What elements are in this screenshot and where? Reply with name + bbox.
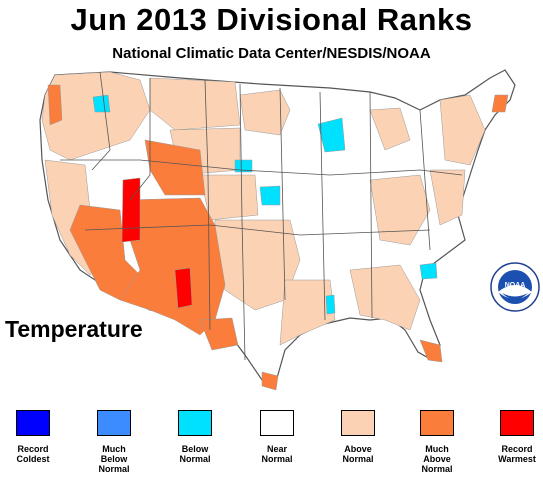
map-subtitle: National Climatic Data Center/NESDIS/NOA… bbox=[112, 45, 431, 62]
great-lakes-above bbox=[369, 107, 411, 151]
utah-record-warm bbox=[121, 177, 141, 243]
record-warmest-regions bbox=[121, 177, 193, 309]
appalachia-above bbox=[369, 174, 431, 246]
mississippi-below bbox=[325, 294, 336, 315]
wisconsin-below bbox=[317, 117, 346, 153]
legend-label-near-normal: Near Normal bbox=[261, 444, 293, 464]
legend-swatch-near-normal bbox=[260, 410, 294, 436]
legend-label-record-coldest: Record Coldest bbox=[16, 444, 50, 464]
much-above-normal-regions bbox=[47, 84, 509, 391]
below-normal-regions bbox=[92, 94, 438, 315]
northeast-above bbox=[439, 94, 486, 166]
legend-swatch-above-normal bbox=[341, 410, 375, 436]
legend-swatch-record-coldest bbox=[16, 410, 50, 436]
above-normal-regions bbox=[41, 71, 486, 346]
variable-label: Temperature bbox=[5, 316, 143, 342]
southwest-much-above bbox=[119, 197, 226, 336]
legend-label-below-normal: Below Normal bbox=[179, 444, 211, 464]
oregon-coast-much-above bbox=[47, 84, 63, 126]
idaho-panhandle-below bbox=[92, 94, 111, 113]
legend-swatch-below-normal bbox=[178, 410, 212, 436]
colorado-above bbox=[199, 174, 259, 221]
texas-east-above bbox=[279, 279, 336, 346]
us-climate-division-map bbox=[39, 69, 516, 391]
west-texas-much-above bbox=[199, 317, 239, 351]
dakotas-above bbox=[239, 89, 291, 136]
pacific-northwest-above bbox=[41, 71, 151, 161]
mid-atlantic-above bbox=[429, 169, 466, 226]
florida-much-above bbox=[419, 339, 443, 363]
legend: Record Coldest Much Below Normal Below Norma… bbox=[0, 410, 543, 488]
legend-swatch-record-warmest bbox=[500, 410, 534, 436]
iowa-below bbox=[259, 185, 281, 206]
state-lines bbox=[60, 71, 463, 361]
southeast-above bbox=[349, 264, 421, 331]
legend-label-much-below-normal: Much Below Normal bbox=[98, 444, 130, 474]
noaa-seal-text: NOAA bbox=[505, 282, 526, 289]
idaho-much-above bbox=[144, 139, 206, 196]
legend-swatch-much-below-normal bbox=[97, 410, 131, 436]
carolina-below bbox=[419, 262, 438, 280]
legend-label-above-normal: Above Normal bbox=[342, 444, 374, 464]
legend-label-record-warmest: Record Warmest bbox=[498, 444, 536, 464]
noaa-seal: NOAA bbox=[490, 262, 540, 312]
minnesota-below bbox=[234, 159, 253, 173]
legend-swatch-much-above-normal bbox=[420, 410, 454, 436]
map-title: Jun 2013 Divisional Ranks bbox=[70, 2, 473, 37]
new-mexico-record-warm bbox=[174, 267, 193, 309]
maine-much-above bbox=[491, 94, 509, 113]
legend-label-much-above-normal: Much Above Normal bbox=[421, 444, 453, 474]
texas-coast-much-above bbox=[261, 371, 279, 391]
